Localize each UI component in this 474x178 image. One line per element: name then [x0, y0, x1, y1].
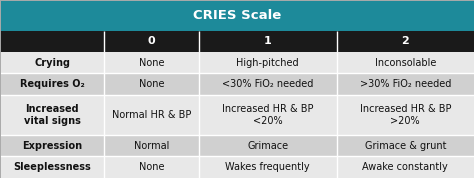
Bar	[0, 52, 474, 74]
Bar	[0, 95, 474, 135]
Text: 1: 1	[264, 36, 272, 46]
Text: Wakes frequently: Wakes frequently	[226, 162, 310, 172]
Text: Increased HR & BP
>20%: Increased HR & BP >20%	[359, 104, 451, 126]
Text: Normal HR & BP: Normal HR & BP	[112, 110, 191, 120]
Text: None: None	[139, 162, 164, 172]
Text: CRIES Scale: CRIES Scale	[193, 9, 281, 22]
Text: Crying: Crying	[34, 58, 70, 68]
Text: Expression: Expression	[22, 141, 82, 151]
Text: >30% FiO₂ needed: >30% FiO₂ needed	[360, 79, 451, 89]
Text: Increased HR & BP
<20%: Increased HR & BP <20%	[222, 104, 314, 126]
Text: 2: 2	[401, 36, 409, 46]
Text: Grimace: Grimace	[247, 141, 288, 151]
Text: None: None	[139, 58, 164, 68]
Text: Grimace & grunt: Grimace & grunt	[365, 141, 446, 151]
Text: 0: 0	[148, 36, 155, 46]
Text: Sleeplessness: Sleeplessness	[13, 162, 91, 172]
Text: Requires O₂: Requires O₂	[20, 79, 84, 89]
Bar	[0, 0, 474, 31]
Bar	[0, 156, 474, 178]
Bar	[0, 135, 474, 156]
Text: <30% FiO₂ needed: <30% FiO₂ needed	[222, 79, 313, 89]
Text: Inconsolable: Inconsolable	[374, 58, 436, 68]
Text: High-pitched: High-pitched	[237, 58, 299, 68]
Bar	[0, 31, 474, 52]
Text: Awake constantly: Awake constantly	[363, 162, 448, 172]
Text: Increased
vital signs: Increased vital signs	[24, 104, 81, 126]
Text: None: None	[139, 79, 164, 89]
Text: Normal: Normal	[134, 141, 169, 151]
Bar	[0, 74, 474, 95]
